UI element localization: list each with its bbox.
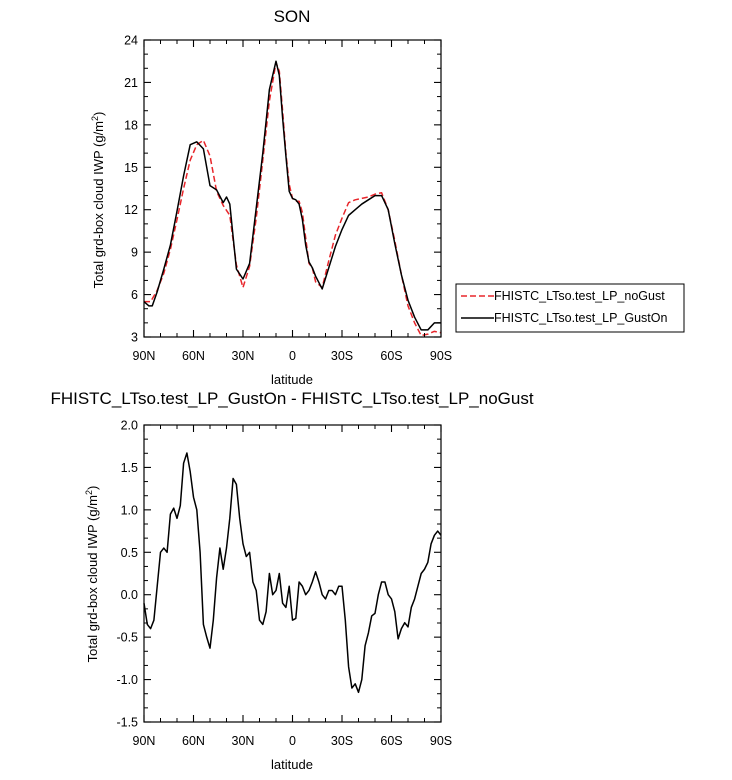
legend-label-guston: FHISTC_LTso.test_LP_GustOn	[494, 311, 667, 325]
top-series-line-1	[143, 60, 441, 331]
bottom-xtick-label: 0	[289, 734, 296, 748]
top-panel: SON 3 6 9 12 15 18 21 24 90N 60N 30N 0 3…	[90, 7, 452, 387]
top-xtick-label: 90N	[133, 349, 156, 363]
top-ytick-label: 15	[124, 161, 138, 175]
top-chart-title: SON	[274, 7, 311, 26]
top-xtick-label: 0	[289, 349, 296, 363]
bottom-ytick-labels: -1.5 -1.0 -0.5 0.0 0.5 1.0 1.5 2.0	[116, 419, 138, 730]
top-plot-frame	[143, 39, 442, 338]
top-ytick-label: 21	[124, 76, 138, 90]
bottom-panel: FHISTC_LTso.test_LP_GustOn - FHISTC_LTso…	[50, 389, 533, 772]
bottom-y-axis-label-close: )	[85, 486, 100, 490]
bottom-y-axis-label-main: Total grd-box cloud IWP (g/m	[85, 495, 100, 662]
top-ticks-group	[143, 39, 442, 338]
bottom-ytick-label: -0.5	[116, 631, 138, 645]
bottom-ytick-label: -1.0	[116, 673, 138, 687]
top-y-axis-label: Total grd-box cloud IWP (g/m2)	[90, 112, 106, 289]
bottom-series-line-0	[143, 452, 442, 694]
bottom-series-group	[143, 452, 442, 694]
bottom-y-axis-label: Total grd-box cloud IWP (g/m2)	[84, 486, 100, 663]
bottom-ytick-label: 0.0	[121, 588, 138, 602]
top-series-group	[143, 60, 442, 337]
top-ytick-labels: 3 6 9 12 15 18 21 24	[124, 34, 138, 345]
legend: FHISTC_LTso.test_LP_noGust FHISTC_LTso.t…	[455, 283, 685, 333]
legend-box	[455, 283, 685, 333]
top-xtick-label: 30S	[331, 349, 353, 363]
bottom-xtick-label: 60N	[182, 734, 205, 748]
top-ytick-label: 12	[124, 203, 138, 217]
bottom-y-axis-label-sup: 2	[84, 490, 94, 495]
top-xtick-label: 90S	[430, 349, 452, 363]
bottom-xtick-labels: 90N 60N 30N 0 30S 60S 90S	[133, 734, 453, 748]
top-y-axis-label-close: )	[91, 112, 106, 116]
bottom-xtick-label: 30S	[331, 734, 353, 748]
top-y-axis-label-main: Total grd-box cloud IWP (g/m	[91, 121, 106, 288]
top-ytick-label: 3	[131, 331, 138, 345]
top-ytick-label: 18	[124, 118, 138, 132]
top-x-axis-label: latitude	[271, 372, 313, 387]
bottom-ytick-label: 2.0	[121, 419, 138, 433]
top-ytick-label: 24	[124, 34, 138, 48]
top-ytick-label: 9	[131, 246, 138, 260]
bottom-ticks-group	[143, 424, 442, 723]
bottom-xtick-label: 60S	[380, 734, 402, 748]
bottom-xtick-label: 90S	[430, 734, 452, 748]
bottom-ytick-label: -1.5	[116, 716, 138, 730]
legend-label-nogust: FHISTC_LTso.test_LP_noGust	[494, 289, 665, 303]
bottom-plot-frame	[143, 424, 442, 723]
bottom-ytick-label: 0.5	[121, 546, 138, 560]
bottom-ytick-label: 1.0	[121, 503, 138, 517]
top-y-axis-label-sup: 2	[90, 116, 100, 121]
bottom-ytick-label: 1.5	[121, 461, 138, 475]
top-ytick-label: 6	[131, 288, 138, 302]
bottom-chart-title: FHISTC_LTso.test_LP_GustOn - FHISTC_LTso…	[50, 389, 533, 408]
top-xtick-label: 60N	[182, 349, 205, 363]
top-xtick-label: 60S	[380, 349, 402, 363]
bottom-xtick-label: 30N	[232, 734, 255, 748]
top-xtick-label: 30N	[232, 349, 255, 363]
bottom-x-axis-label: latitude	[271, 757, 313, 772]
bottom-xtick-label: 90N	[133, 734, 156, 748]
top-xtick-labels: 90N 60N 30N 0 30S 60S 90S	[133, 349, 453, 363]
